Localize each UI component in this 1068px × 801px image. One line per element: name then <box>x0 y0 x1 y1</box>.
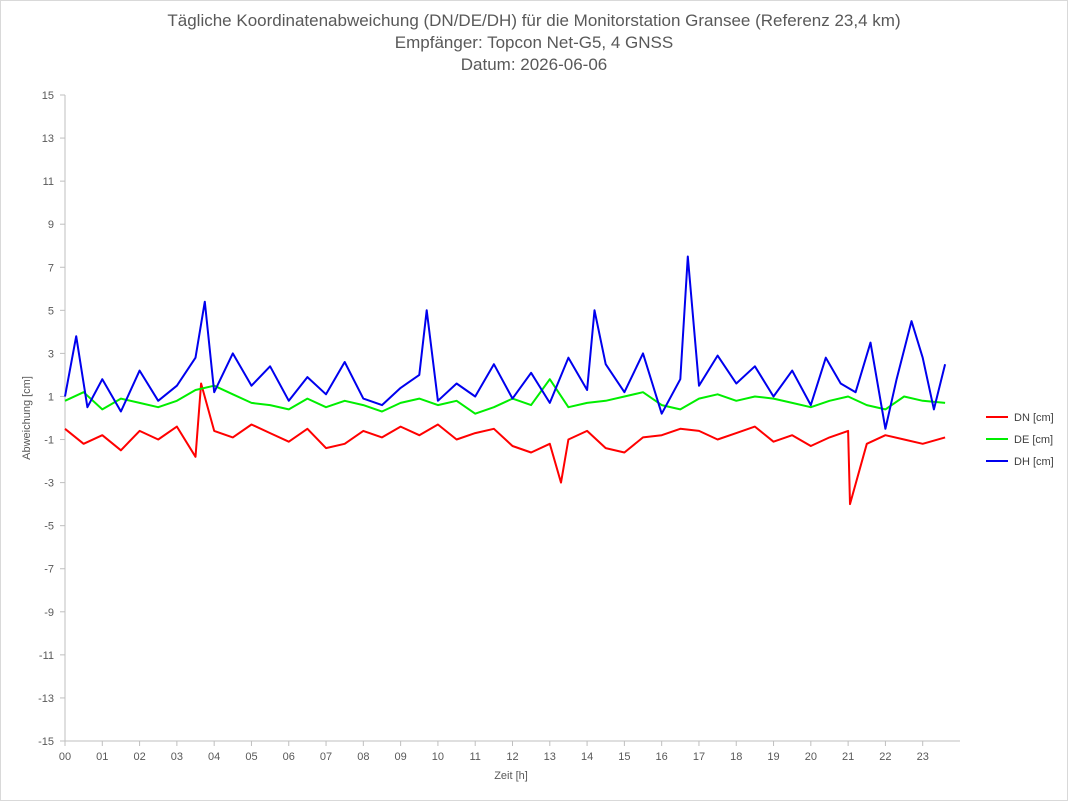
x-tick-label: 16 <box>656 751 668 763</box>
x-tick-label: 13 <box>544 751 556 763</box>
x-tick-label: 09 <box>395 751 407 763</box>
y-tick-label: -9 <box>44 607 54 619</box>
chart-subtitle-receiver: Empfänger: Topcon Net-G5, 4 GNSS <box>394 33 674 52</box>
x-tick-label: 00 <box>59 751 71 763</box>
y-axis-title: Abweichung [cm] <box>21 376 33 460</box>
chart-subtitle-date: Datum: 2026-06-06 <box>460 55 608 74</box>
y-tick-label: -5 <box>44 521 54 533</box>
x-tick-label: 06 <box>283 751 295 763</box>
chart-titles: Tägliche Koordinatenabweichung (DN/DE/DH… <box>0 10 1068 76</box>
x-axis: 00 01 02 03 04 05 06 07 08 09 10 11 12 13 14 15 16 17 18 19… <box>59 740 960 763</box>
plot-area <box>64 255 947 506</box>
x-tick-label: 22 <box>879 751 891 763</box>
legend-label: DH [cm] <box>1014 456 1054 468</box>
series-line-de <box>64 378 946 415</box>
x-tick-label: 12 <box>506 751 518 763</box>
y-tick-label: -15 <box>38 736 54 748</box>
x-tick-label: 02 <box>133 751 145 763</box>
y-tick-label: -3 <box>44 478 54 490</box>
x-tick-label: 05 <box>245 751 257 763</box>
legend-label: DN [cm] <box>1014 412 1054 424</box>
x-tick-label: 14 <box>581 751 593 763</box>
x-tick-label: 10 <box>432 751 444 763</box>
x-tick-label: 20 <box>805 751 817 763</box>
x-tick-label: 04 <box>208 751 220 763</box>
y-tick-label: -7 <box>44 564 54 576</box>
x-tick-label: 21 <box>842 751 854 763</box>
y-tick-label: 1 <box>48 391 54 403</box>
y-tick-label: 15 <box>42 90 54 102</box>
chart-title: Tägliche Koordinatenabweichung (DN/DE/DH… <box>167 11 901 30</box>
y-tick-label: -13 <box>38 693 54 705</box>
x-tick-label: 19 <box>767 751 779 763</box>
y-axis: 15 13 11 9 7 5 3 1 -1 -3 -5 -7 -9 -11 -13 -15 <box>38 90 66 748</box>
x-axis-title: Zeit [h] <box>494 770 528 782</box>
x-tick-label: 17 <box>693 751 705 763</box>
y-tick-label: -1 <box>44 435 54 447</box>
legend-label: DE [cm] <box>1014 434 1053 446</box>
x-tick-label: 03 <box>171 751 183 763</box>
series-line-dn <box>64 382 946 506</box>
x-tick-label: 11 <box>469 751 480 763</box>
legend: DN [cm] DE [cm] DH [cm] <box>986 412 1054 468</box>
x-tick-label: 18 <box>730 751 742 763</box>
y-tick-label: 13 <box>42 133 54 145</box>
y-tick-label: 9 <box>48 219 54 231</box>
x-tick-label: 15 <box>618 751 630 763</box>
y-tick-label: 11 <box>43 176 54 188</box>
y-tick-label: 7 <box>48 262 54 274</box>
x-tick-label: 08 <box>357 751 369 763</box>
x-tick-label: 23 <box>917 751 929 763</box>
y-tick-label: 5 <box>48 305 54 317</box>
y-tick-label: -11 <box>39 650 54 662</box>
series-line-dh <box>64 255 947 430</box>
x-tick-label: 07 <box>320 751 332 763</box>
x-tick-label: 01 <box>96 751 108 763</box>
y-tick-label: 3 <box>48 348 54 360</box>
